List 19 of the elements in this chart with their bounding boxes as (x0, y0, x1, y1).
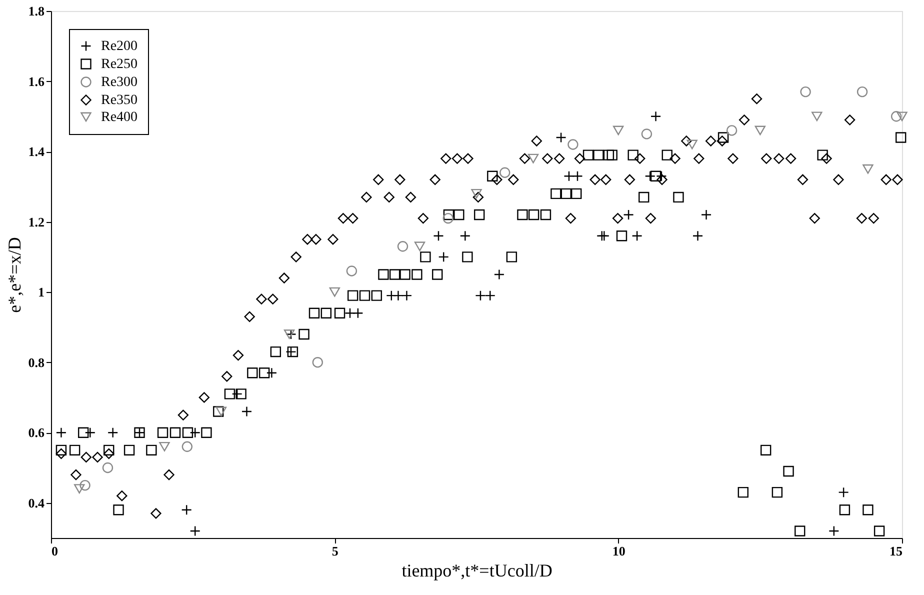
legend-label: Re400 (101, 110, 138, 125)
y-tick-label: 1.8 (28, 4, 45, 18)
y-tick-label: 1 (38, 284, 44, 300)
y-tick-label: 0.8 (28, 354, 45, 370)
legend-label: Re250 (101, 57, 138, 72)
y-tick-label: 1.4 (28, 144, 45, 160)
legend-label: Re300 (101, 75, 138, 90)
legend-label: Re200 (101, 39, 138, 54)
y-tick-label: 0.4 (28, 495, 45, 510)
x-tick-label: 0 (52, 544, 58, 558)
x-tick-label: 10 (612, 544, 626, 558)
x-tick-label: 5 (332, 544, 339, 558)
y-axis-title: e*,e*=x/D (4, 237, 24, 313)
y-tick-label: 0.6 (28, 425, 45, 440)
legend-label: Re350 (101, 93, 138, 108)
x-tick-label: 15 (890, 544, 903, 558)
x-axis-title: tiempo*,t*=tUcoll/D (402, 560, 552, 580)
y-tick-label: 1.2 (28, 214, 44, 230)
y-tick-label: 1.6 (28, 74, 45, 89)
